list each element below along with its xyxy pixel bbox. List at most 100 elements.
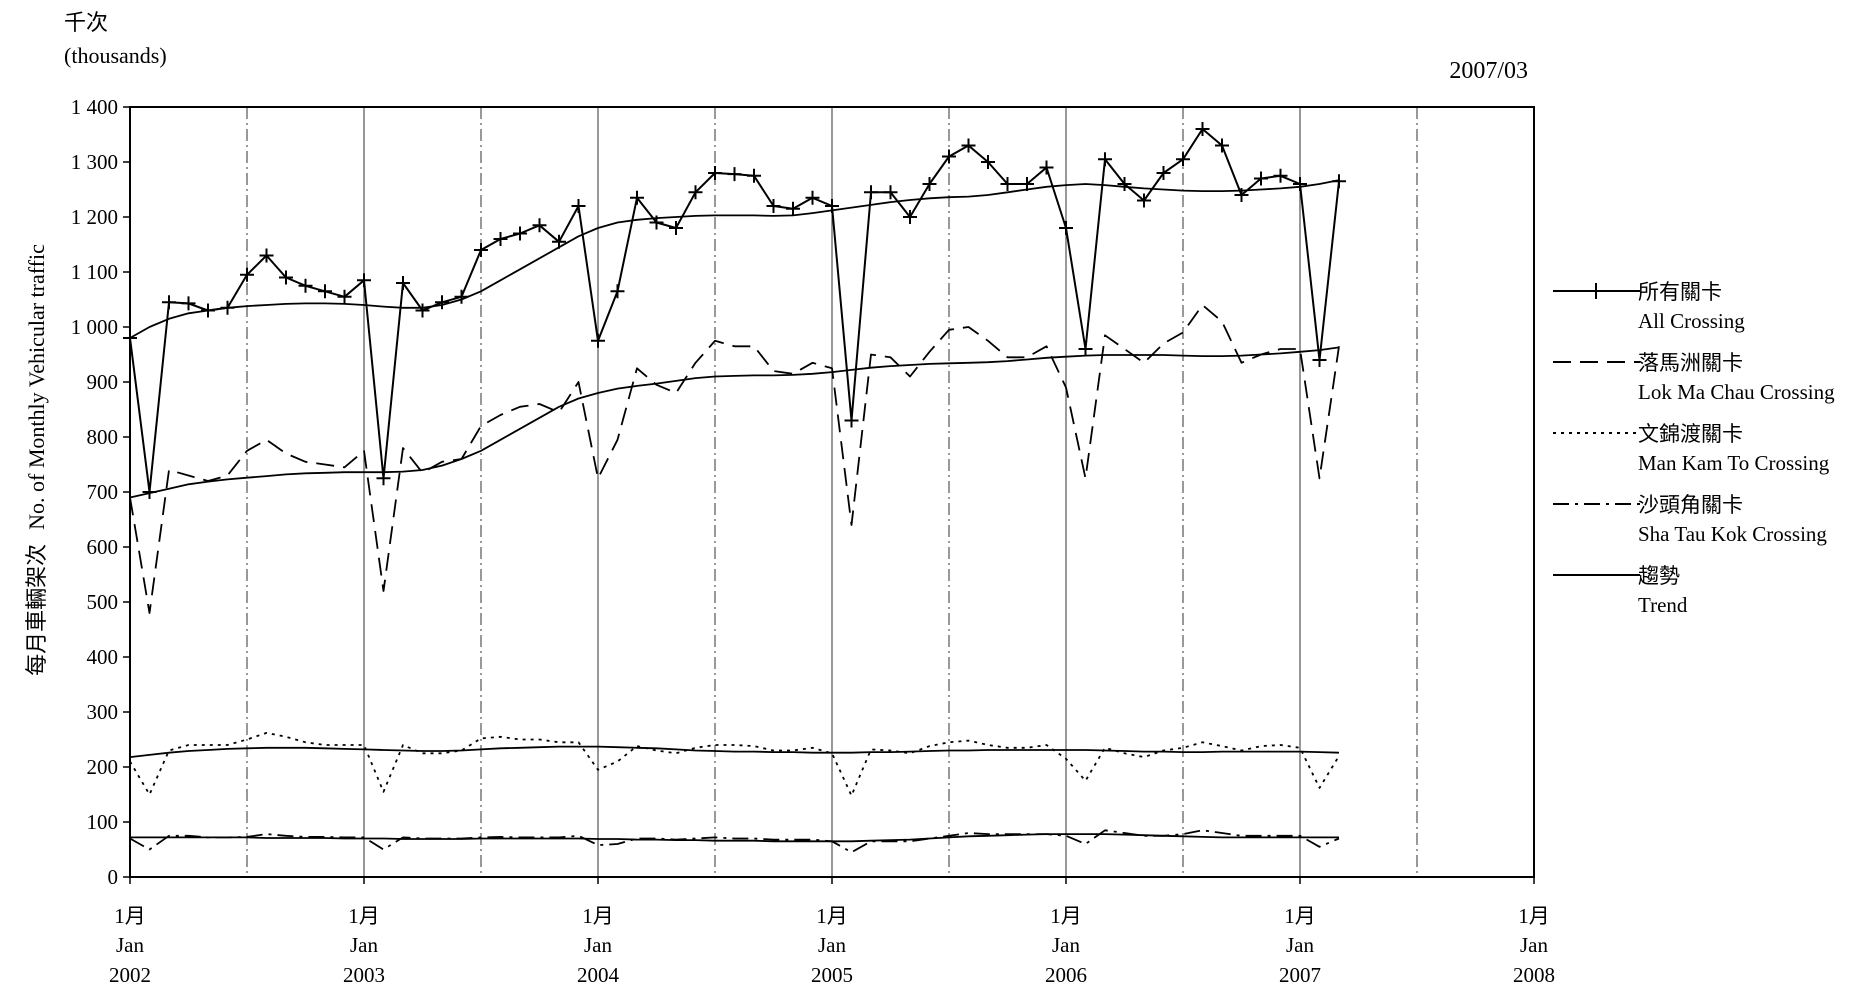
data-point-marker bbox=[630, 190, 644, 205]
x-tick-month-zh: 1月 bbox=[582, 904, 614, 928]
y-tick-label: 1 400 bbox=[71, 95, 118, 119]
data-point-marker bbox=[1312, 353, 1327, 367]
y-tick-label: 1 000 bbox=[71, 315, 118, 339]
y-tick-label: 100 bbox=[87, 810, 119, 834]
y-axis-title-zh: 每月車輛架次 bbox=[24, 544, 49, 676]
x-tick-month-zh: 1月 bbox=[114, 904, 146, 928]
x-tick-year: 2003 bbox=[343, 963, 385, 987]
data-point-marker bbox=[1000, 177, 1015, 191]
legend-label-zh: 所有關卡 bbox=[1638, 280, 1722, 304]
legend-label-en: Man Kam To Crossing bbox=[1638, 451, 1830, 475]
data-point-marker bbox=[474, 243, 488, 257]
y-tick-label: 600 bbox=[87, 535, 119, 559]
unit-label-en: (thousands) bbox=[64, 43, 167, 68]
data-point-marker bbox=[922, 177, 937, 191]
legend-label-en: All Crossing bbox=[1638, 309, 1745, 333]
series-line-6 bbox=[129, 745, 1340, 758]
data-point-marker bbox=[864, 185, 878, 200]
series-line-5 bbox=[129, 346, 1340, 499]
x-tick-month-zh: 1月 bbox=[348, 904, 380, 928]
data-point-marker bbox=[903, 210, 917, 224]
data-point-marker bbox=[1137, 193, 1151, 208]
data-point-marker bbox=[747, 168, 761, 183]
data-point-marker bbox=[415, 303, 430, 318]
grid-lines bbox=[246, 107, 1418, 877]
data-point-marker bbox=[240, 267, 254, 282]
y-tick-label: 1 200 bbox=[71, 205, 118, 229]
data-point-marker bbox=[259, 248, 274, 263]
data-point-marker bbox=[1293, 177, 1307, 191]
data-point-marker bbox=[708, 166, 722, 180]
legend-label-zh: 落馬洲關卡 bbox=[1638, 351, 1743, 375]
data-point-marker bbox=[337, 289, 352, 304]
data-point-marker bbox=[298, 278, 313, 293]
y-tick-label: 800 bbox=[87, 425, 119, 449]
data-point-marker bbox=[493, 232, 508, 246]
y-tick-label: 1 300 bbox=[71, 150, 118, 174]
x-axis: 1月 Jan 2002 1月 Jan 2003 1月 Jan 2004 1月 Jan 2005 1月 Ja… bbox=[109, 877, 1555, 987]
x-tick-year: 2006 bbox=[1045, 963, 1087, 987]
data-point-marker bbox=[669, 221, 683, 235]
data-point-marker bbox=[435, 295, 449, 310]
y-tick-label: 900 bbox=[87, 370, 119, 394]
legend-item: 所有關卡 All Crossing bbox=[1553, 280, 1745, 333]
y-axis-title: 每月車輛架次 No. of Monthly Vehicular traffic bbox=[24, 244, 49, 676]
data-point-marker bbox=[571, 199, 586, 213]
legend: 所有關卡 All Crossing 落馬洲關卡 Lok Ma Chau Crossin… bbox=[1553, 280, 1835, 617]
data-point-marker bbox=[942, 149, 956, 164]
data-point-marker bbox=[1254, 171, 1268, 186]
series-line-1 bbox=[129, 304, 1340, 614]
legend-item: 文錦渡關卡 Man Kam To Crossing bbox=[1553, 422, 1830, 475]
y-axis: 0 100 200 300 400 500 600 700 800 900 1 000 1 100 1 … bbox=[71, 95, 130, 889]
data-point-marker bbox=[181, 296, 196, 311]
data-point-marker bbox=[376, 471, 391, 486]
data-point-marker bbox=[766, 199, 781, 213]
legend-label-zh: 沙頭角關卡 bbox=[1638, 493, 1743, 517]
x-tick-year: 2008 bbox=[1513, 963, 1555, 987]
data-point-marker bbox=[1078, 342, 1093, 356]
x-tick-month-en: Jan bbox=[1052, 933, 1080, 957]
x-tick-month-zh: 1月 bbox=[1518, 904, 1550, 928]
data-point-marker bbox=[610, 284, 625, 299]
data-point-marker bbox=[805, 190, 820, 205]
date-stamp: 2007/03 bbox=[1449, 58, 1528, 84]
series-line-7 bbox=[130, 833, 1339, 843]
legend-label-en: Sha Tau Kok Crossing bbox=[1638, 522, 1827, 546]
legend-label-en: Trend bbox=[1638, 593, 1688, 617]
data-point-marker bbox=[961, 138, 976, 153]
data-point-marker bbox=[727, 167, 742, 182]
y-tick-label: 200 bbox=[87, 755, 119, 779]
legend-item: 沙頭角關卡 Sha Tau Kok Crossing bbox=[1553, 493, 1827, 546]
legend-label-en: Lok Ma Chau Crossing bbox=[1638, 380, 1835, 404]
y-tick-label: 300 bbox=[87, 700, 119, 724]
data-point-marker bbox=[279, 270, 293, 285]
x-tick-month-en: Jan bbox=[584, 933, 612, 957]
data-point-marker bbox=[981, 155, 995, 169]
x-tick-year: 2004 bbox=[577, 963, 620, 987]
data-point-marker bbox=[1176, 152, 1190, 167]
data-point-marker bbox=[318, 284, 332, 299]
data-point-marker bbox=[1059, 221, 1073, 235]
series-line-4 bbox=[129, 179, 1340, 339]
legend-item: 趨勢 Trend bbox=[1553, 564, 1688, 617]
x-tick-month-en: Jan bbox=[1286, 933, 1314, 957]
y-tick-label: 0 bbox=[108, 865, 119, 889]
x-tick-month-zh: 1月 bbox=[1284, 904, 1316, 928]
unit-label-zh: 千次 bbox=[64, 10, 108, 35]
legend-item: 落馬洲關卡 Lok Ma Chau Crossing bbox=[1553, 351, 1835, 404]
series-line-0 bbox=[129, 128, 1340, 493]
data-point-marker bbox=[357, 273, 371, 288]
x-tick-month-en: Jan bbox=[1520, 933, 1548, 957]
x-tick-month-en: Jan bbox=[350, 933, 378, 957]
data-point-marker bbox=[396, 276, 410, 290]
data-point-marker bbox=[591, 333, 605, 348]
data-point-marker bbox=[1117, 177, 1132, 191]
data-point-marker bbox=[1098, 152, 1112, 167]
data-point-marker bbox=[844, 413, 859, 428]
x-tick-year: 2005 bbox=[811, 963, 853, 987]
x-tick-month-zh: 1月 bbox=[816, 904, 848, 928]
data-point-marker bbox=[1195, 122, 1210, 136]
data-point-marker bbox=[1039, 160, 1054, 175]
legend-label-zh: 文錦渡關卡 bbox=[1638, 422, 1743, 446]
